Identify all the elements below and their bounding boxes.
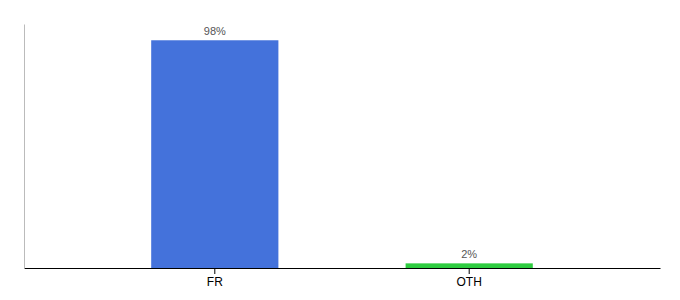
x-tick-mark bbox=[469, 268, 470, 274]
data-labels: 98% 2% bbox=[204, 25, 478, 260]
x-tick: FR bbox=[207, 268, 223, 289]
x-axis-line bbox=[25, 268, 661, 269]
bar bbox=[406, 263, 533, 268]
data-label: 98% bbox=[204, 25, 226, 37]
bars bbox=[151, 40, 533, 268]
x-axis: FR OTH bbox=[25, 268, 661, 289]
bar bbox=[151, 40, 278, 268]
y-axis-line bbox=[24, 25, 25, 269]
x-tick: OTH bbox=[457, 268, 482, 289]
chart: 98% 2% FR OTH bbox=[0, 0, 680, 300]
plot: 98% 2% FR OTH bbox=[25, 25, 661, 289]
x-tick-mark bbox=[214, 268, 215, 274]
y-axis bbox=[24, 25, 25, 269]
data-label: 2% bbox=[461, 248, 477, 260]
x-tick-label: OTH bbox=[457, 275, 482, 289]
x-tick-label: FR bbox=[207, 275, 223, 289]
